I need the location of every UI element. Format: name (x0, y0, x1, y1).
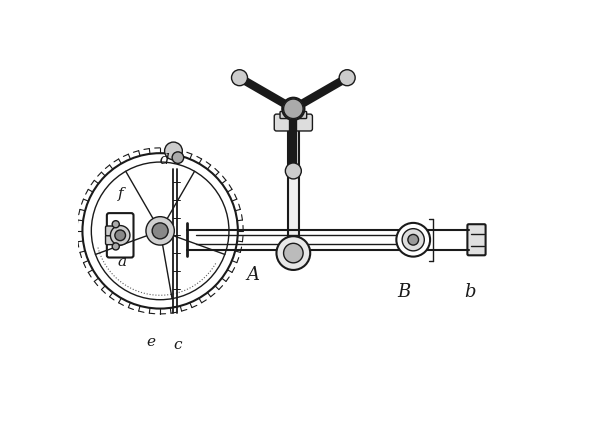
FancyBboxPatch shape (106, 235, 119, 245)
Bar (288, 124, 299, 242)
FancyBboxPatch shape (467, 224, 485, 255)
FancyBboxPatch shape (107, 213, 133, 258)
FancyBboxPatch shape (106, 226, 119, 236)
Text: f: f (118, 186, 124, 201)
Circle shape (397, 223, 430, 257)
FancyBboxPatch shape (274, 114, 313, 131)
Text: e: e (147, 335, 156, 349)
Text: d: d (160, 153, 170, 167)
Circle shape (172, 152, 184, 163)
Text: B: B (398, 283, 411, 301)
Circle shape (152, 223, 168, 239)
Text: b: b (464, 283, 476, 301)
Circle shape (282, 98, 304, 120)
Circle shape (277, 236, 310, 270)
Circle shape (115, 230, 125, 241)
Circle shape (284, 99, 303, 119)
Circle shape (112, 221, 119, 228)
FancyBboxPatch shape (280, 111, 307, 119)
Text: a: a (118, 255, 127, 270)
Circle shape (339, 70, 355, 86)
Circle shape (408, 234, 419, 245)
Circle shape (146, 217, 175, 245)
Circle shape (402, 229, 424, 251)
Circle shape (164, 142, 182, 160)
Circle shape (232, 70, 247, 86)
Circle shape (284, 243, 303, 263)
Circle shape (112, 243, 119, 250)
Circle shape (110, 226, 130, 245)
Text: c: c (173, 337, 182, 352)
Circle shape (286, 163, 301, 179)
Text: A: A (247, 266, 260, 284)
